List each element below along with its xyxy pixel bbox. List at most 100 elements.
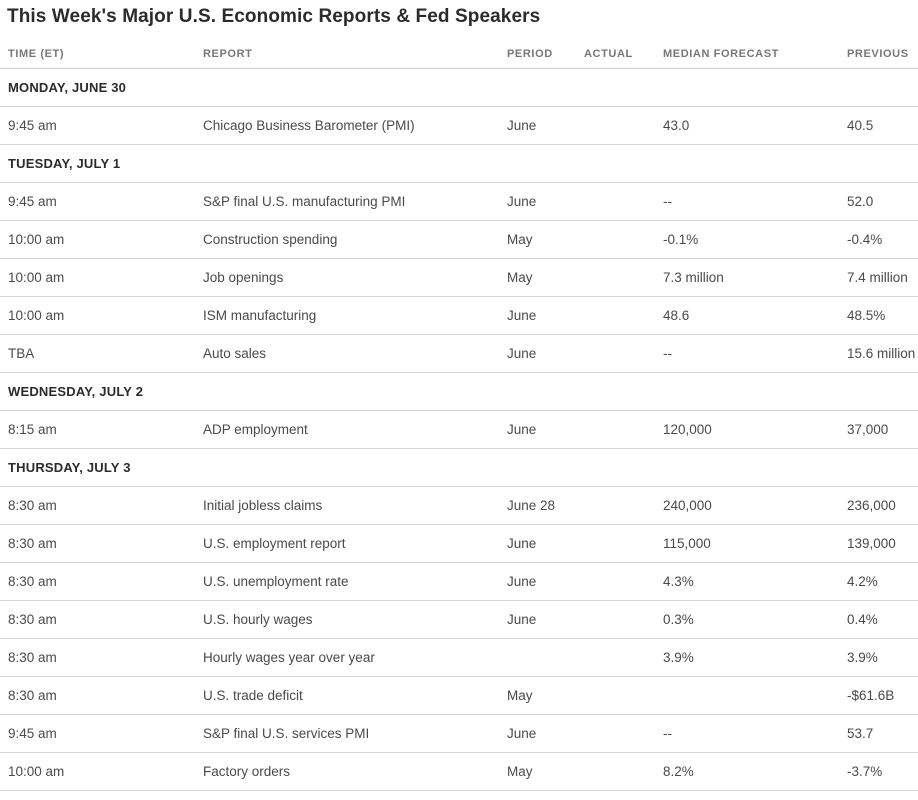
report-row: 8:15 am ADP employment June 120,000 37,000 bbox=[0, 410, 918, 449]
actual-cell bbox=[584, 334, 663, 373]
period-cell: June bbox=[507, 562, 584, 601]
period-cell bbox=[507, 638, 584, 677]
column-header-time: TIME (ET) bbox=[0, 37, 203, 69]
report-cell: ADP employment bbox=[203, 410, 507, 449]
report-cell: Chicago Business Barometer (PMI) bbox=[203, 106, 507, 145]
period-cell: May bbox=[507, 752, 584, 791]
period-cell: May bbox=[507, 220, 584, 259]
report-row: 8:30 am U.S. unemployment rate June 4.3% 4.2… bbox=[0, 562, 918, 601]
report-row: 8:30 am U.S. hourly wages June 0.3% 0.4% bbox=[0, 600, 918, 639]
report-cell: Factory orders bbox=[203, 752, 507, 791]
median_forecast-cell: -- bbox=[663, 334, 847, 373]
period-cell: June bbox=[507, 714, 584, 753]
report-cell: U.S. employment report bbox=[203, 524, 507, 563]
actual-cell bbox=[584, 410, 663, 449]
report-row: 10:00 am Construction spending May -0.1% -0.… bbox=[0, 220, 918, 259]
time-cell: 10:00 am bbox=[0, 296, 203, 335]
period-cell: June bbox=[507, 524, 584, 563]
day-section-row: TUESDAY, JULY 1 bbox=[0, 144, 918, 183]
day-section-row: WEDNESDAY, JULY 2 bbox=[0, 372, 918, 411]
median_forecast-cell: 48.6 bbox=[663, 296, 847, 335]
time-cell: 8:15 am bbox=[0, 410, 203, 449]
report-cell: ISM manufacturing bbox=[203, 296, 507, 335]
time-cell: 10:00 am bbox=[0, 752, 203, 791]
report-row: 10:00 am Factory orders May 8.2% -3.7% bbox=[0, 752, 918, 791]
actual-cell bbox=[584, 638, 663, 677]
actual-cell bbox=[584, 258, 663, 297]
report-row: TBA Auto sales June -- 15.6 million bbox=[0, 334, 918, 373]
median_forecast-cell: 43.0 bbox=[663, 106, 847, 145]
period-cell: June 28 bbox=[507, 486, 584, 525]
report-cell: Construction spending bbox=[203, 220, 507, 259]
period-cell: June bbox=[507, 410, 584, 449]
previous-cell: 7.4 million bbox=[847, 258, 918, 297]
report-cell: Hourly wages year over year bbox=[203, 638, 507, 677]
actual-cell bbox=[584, 752, 663, 791]
time-cell: 8:30 am bbox=[0, 676, 203, 715]
actual-cell bbox=[584, 182, 663, 221]
economic-reports-table: TIME (ET) REPORT PERIOD ACTUAL MEDIAN FORECA… bbox=[0, 37, 918, 791]
median_forecast-cell: 120,000 bbox=[663, 410, 847, 449]
day-section-label: THURSDAY, JULY 3 bbox=[0, 448, 918, 487]
previous-cell: -0.4% bbox=[847, 220, 918, 259]
report-cell: U.S. unemployment rate bbox=[203, 562, 507, 601]
column-header-actual: ACTUAL bbox=[584, 37, 663, 69]
column-header-median_forecast: MEDIAN FORECAST bbox=[663, 37, 847, 69]
report-row: 9:45 am S&P final U.S. manufacturing PMI J… bbox=[0, 182, 918, 221]
actual-cell bbox=[584, 714, 663, 753]
previous-cell: 4.2% bbox=[847, 562, 918, 601]
previous-cell: 37,000 bbox=[847, 410, 918, 449]
previous-cell: 139,000 bbox=[847, 524, 918, 563]
median_forecast-cell bbox=[663, 676, 847, 715]
actual-cell bbox=[584, 296, 663, 335]
actual-cell bbox=[584, 486, 663, 525]
previous-cell: 40.5 bbox=[847, 106, 918, 145]
median_forecast-cell: -- bbox=[663, 714, 847, 753]
median_forecast-cell: 4.3% bbox=[663, 562, 847, 601]
period-cell: June bbox=[507, 600, 584, 639]
report-row: 9:45 am Chicago Business Barometer (PMI) J… bbox=[0, 106, 918, 145]
time-cell: 10:00 am bbox=[0, 258, 203, 297]
actual-cell bbox=[584, 220, 663, 259]
report-row: 10:00 am ISM manufacturing June 48.6 48.5% bbox=[0, 296, 918, 335]
median_forecast-cell: 240,000 bbox=[663, 486, 847, 525]
report-row: 8:30 am U.S. trade deficit May -$61.6B bbox=[0, 676, 918, 715]
time-cell: 8:30 am bbox=[0, 638, 203, 677]
actual-cell bbox=[584, 600, 663, 639]
median_forecast-cell: 115,000 bbox=[663, 524, 847, 563]
page-title: This Week's Major U.S. Economic Reports … bbox=[7, 6, 541, 27]
report-row: 9:45 am S&P final U.S. services PMI June --… bbox=[0, 714, 918, 753]
actual-cell bbox=[584, 676, 663, 715]
time-cell: 8:30 am bbox=[0, 562, 203, 601]
report-row: 10:00 am Job openings May 7.3 million 7.4 mi… bbox=[0, 258, 918, 297]
report-cell: S&P final U.S. manufacturing PMI bbox=[203, 182, 507, 221]
previous-cell: 236,000 bbox=[847, 486, 918, 525]
time-cell: TBA bbox=[0, 334, 203, 373]
median_forecast-cell: 8.2% bbox=[663, 752, 847, 791]
previous-cell: 15.6 million bbox=[847, 334, 918, 373]
column-header-period: PERIOD bbox=[507, 37, 584, 69]
report-cell: Initial jobless claims bbox=[203, 486, 507, 525]
previous-cell: -3.7% bbox=[847, 752, 918, 791]
day-section-label: TUESDAY, JULY 1 bbox=[0, 144, 918, 183]
report-cell: Auto sales bbox=[203, 334, 507, 373]
day-section-label: MONDAY, JUNE 30 bbox=[0, 68, 918, 107]
previous-cell: 53.7 bbox=[847, 714, 918, 753]
time-cell: 10:00 am bbox=[0, 220, 203, 259]
previous-cell: 48.5% bbox=[847, 296, 918, 335]
time-cell: 9:45 am bbox=[0, 182, 203, 221]
median_forecast-cell: 7.3 million bbox=[663, 258, 847, 297]
day-section-row: MONDAY, JUNE 30 bbox=[0, 68, 918, 107]
report-row: 8:30 am Initial jobless claims June 28 240,… bbox=[0, 486, 918, 525]
report-cell: U.S. trade deficit bbox=[203, 676, 507, 715]
table-header-row: TIME (ET) REPORT PERIOD ACTUAL MEDIAN FORECA… bbox=[0, 37, 918, 69]
column-header-previous: PREVIOUS bbox=[847, 37, 918, 69]
period-cell: June bbox=[507, 334, 584, 373]
time-cell: 8:30 am bbox=[0, 486, 203, 525]
previous-cell: 3.9% bbox=[847, 638, 918, 677]
actual-cell bbox=[584, 524, 663, 563]
previous-cell: 52.0 bbox=[847, 182, 918, 221]
time-cell: 8:30 am bbox=[0, 524, 203, 563]
median_forecast-cell: -- bbox=[663, 182, 847, 221]
report-row: 8:30 am U.S. employment report June 115,000… bbox=[0, 524, 918, 563]
